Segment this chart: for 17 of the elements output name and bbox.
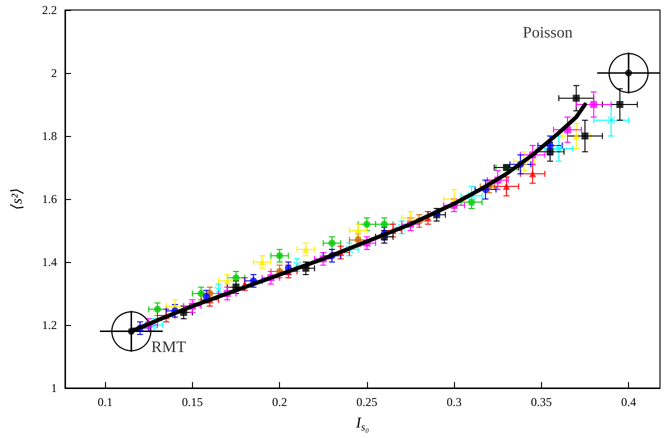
x-tick-label: 0.15: [182, 395, 203, 409]
y-tick-label: 2: [51, 66, 57, 80]
y-tick-label: 1.2: [42, 318, 57, 332]
y-tick-label: 1.4: [42, 255, 57, 269]
annotation: RMT: [151, 338, 186, 356]
x-tick-label: 0.35: [530, 395, 552, 409]
y-tick-label: 1.8: [42, 129, 57, 143]
y-tick-label: 2.2: [42, 3, 57, 17]
annotation: Poisson: [522, 24, 573, 42]
y-axis-title: ⟨s²⟩: [10, 188, 26, 210]
x-tick-label: 0.1: [98, 395, 113, 409]
y-tick-label: 1: [51, 381, 57, 395]
x-tick-label: 0.25: [356, 395, 378, 409]
x-tick-label: 0.2: [272, 395, 288, 409]
y-tick-label: 1.6: [42, 192, 57, 206]
x-tick-label: 0.3: [446, 395, 462, 409]
x-tick-label: 0.4: [621, 395, 636, 409]
